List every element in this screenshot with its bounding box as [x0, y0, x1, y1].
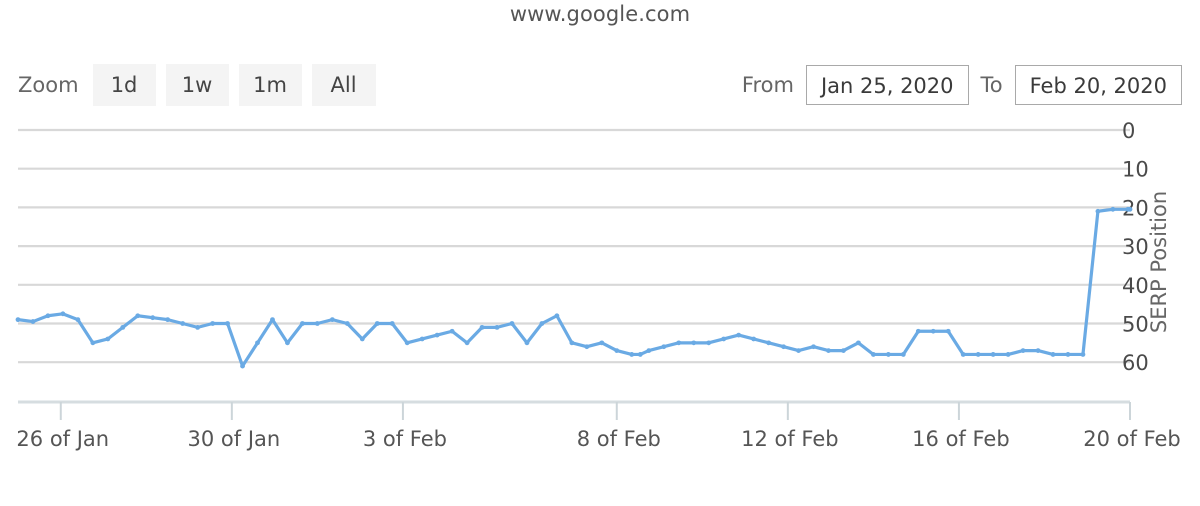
- zoom-1w-button[interactable]: 1w: [165, 64, 229, 106]
- svg-text:50: 50: [1122, 313, 1149, 337]
- serp-position-markers: [15, 206, 1133, 369]
- to-date-input[interactable]: Feb 20, 2020: [1014, 65, 1182, 105]
- to-label: To: [980, 73, 1003, 97]
- svg-text:26 of Jan: 26 of Jan: [16, 427, 109, 451]
- from-date-input[interactable]: Jan 25, 2020: [805, 65, 969, 105]
- svg-text:40: 40: [1122, 274, 1149, 298]
- svg-text:10: 10: [1122, 158, 1149, 182]
- zoom-all-button[interactable]: All: [311, 64, 376, 106]
- svg-text:30 of Jan: 30 of Jan: [188, 427, 281, 451]
- svg-text:0: 0: [1122, 119, 1135, 143]
- from-label: From: [741, 73, 794, 97]
- svg-text:16 of Feb: 16 of Feb: [912, 427, 1010, 451]
- y-gridlines: [18, 128, 1130, 364]
- serp-position-line: [16, 207, 1132, 368]
- x-tick-marks: [59, 402, 1131, 420]
- svg-text:3 of Feb: 3 of Feb: [363, 427, 447, 451]
- zoom-label: Zoom: [18, 73, 79, 97]
- svg-text:20 of Feb: 20 of Feb: [1083, 427, 1181, 451]
- svg-text:60: 60: [1122, 351, 1149, 375]
- page-title: www.google.com: [509, 2, 691, 26]
- svg-text:20: 20: [1122, 196, 1149, 220]
- zoom-control-group: Zoom 1d 1w 1m All: [18, 62, 386, 108]
- zoom-1m-button[interactable]: 1m: [238, 64, 302, 106]
- svg-text:12 of Feb: 12 of Feb: [741, 427, 839, 451]
- date-range-group: From Jan 25, 2020 To Feb 20, 2020: [742, 62, 1182, 108]
- zoom-1d-button[interactable]: 1d: [92, 64, 156, 106]
- svg-text:8 of Feb: 8 of Feb: [577, 427, 661, 451]
- svg-text:30: 30: [1122, 235, 1149, 259]
- y-tick-labels: 0 10 20 30 40 50 60: [1122, 119, 1149, 375]
- x-tick-labels: 26 of Jan 30 of Jan 3 of Feb 8 of Feb 12 of …: [16, 427, 1180, 451]
- chart-toolbar: Zoom 1d 1w 1m All From Jan 25, 2020 To F…: [0, 62, 1200, 108]
- y-axis-label: SERP Position: [1147, 191, 1171, 333]
